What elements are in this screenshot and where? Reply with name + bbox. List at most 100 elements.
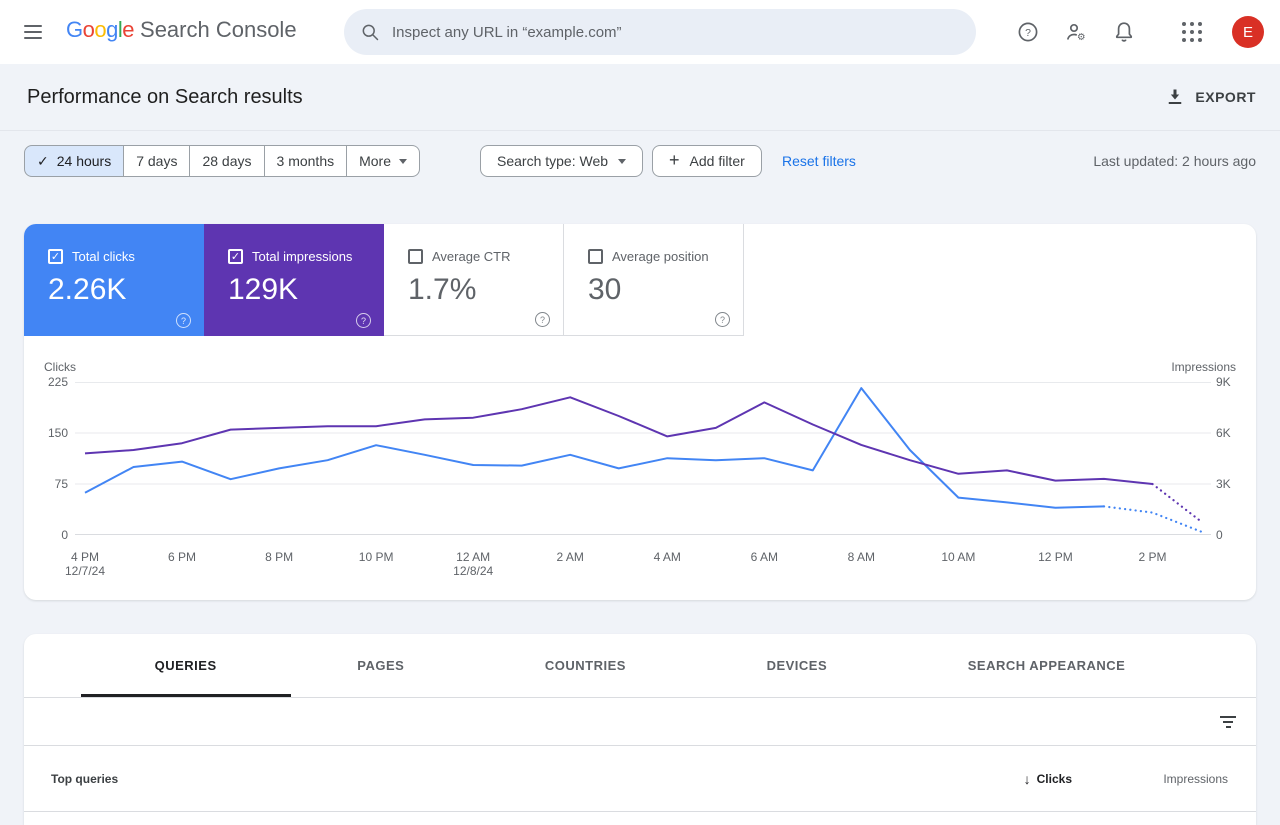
date-range-group: ✓ 24 hours 7 days 28 days 3 months More (24, 145, 421, 177)
logo-letter: l (117, 17, 123, 42)
date-range-more[interactable]: More (347, 145, 421, 177)
svg-text:?: ? (1025, 27, 1031, 39)
add-filter-label: Add filter (689, 153, 745, 169)
metric-tile-header: ✓ Total clicks (48, 249, 204, 264)
clicks-column-header[interactable]: ↓ Clicks (1024, 772, 1072, 786)
page-title: Performance on Search results (27, 86, 303, 108)
x-tick-label: 2 AM (556, 550, 584, 564)
right-axis-title: Impressions (1171, 360, 1236, 374)
date-range-label: More (359, 153, 392, 169)
metric-value: 30 (588, 273, 622, 306)
performance-chart (75, 382, 1211, 535)
user-settings-icon: ⚙ (1066, 23, 1086, 43)
help-icon[interactable]: ? (176, 313, 191, 328)
metric-tiles: ✓ Total clicks 2.26K? ✓ Total impressions 129… (24, 224, 744, 336)
apps-grid-icon (1182, 22, 1202, 42)
metric-tile-total-impressions[interactable]: ✓ Total impressions 129K? (204, 224, 384, 336)
right-axis-ticks: 9K 6K 3K 0 (1216, 375, 1256, 542)
chevron-down-icon (618, 158, 627, 164)
table-filter-row (24, 698, 1256, 746)
help-icon[interactable]: ? (715, 312, 730, 327)
x-tick-label: 8 AM (847, 550, 876, 564)
metric-label: Total clicks (72, 249, 135, 264)
x-tick-label: 8 PM (265, 550, 294, 564)
check-icon: ✓ (37, 152, 49, 169)
date-range-24-hours[interactable]: ✓ 24 hours (24, 145, 125, 177)
tab-devices[interactable]: DEVICES (766, 658, 828, 673)
metric-value: 129K (228, 273, 299, 306)
axis-tick-label: 225 (47, 375, 68, 389)
metric-value: 1.7% (408, 273, 477, 306)
x-tick-sublabel: 12/8/24 (453, 564, 494, 579)
bell-icon (1115, 22, 1133, 42)
tab-search-appearance[interactable]: SEARCH APPEARANCE (967, 658, 1126, 673)
axis-tick-label: 75 (54, 477, 68, 491)
date-range-28-days[interactable]: 28 days (190, 145, 265, 177)
plus-icon: + (669, 150, 680, 170)
x-tick-label: 12 AM 12/8/24 (433, 550, 513, 579)
table-header-row: Top queries ↓ Clicks Impressions (24, 746, 1256, 812)
tab-queries[interactable]: QUERIES (145, 634, 227, 697)
dimensions-card: QUERIES PAGES COUNTRIES DEVICES SEARCH APPEA… (24, 634, 1256, 825)
title-divider (0, 130, 1280, 131)
last-updated-text: Last updated: 2 hours ago (1093, 153, 1256, 169)
axis-tick-label: 9K (1216, 375, 1231, 389)
date-range-7-days[interactable]: 7 days (124, 145, 191, 177)
main-menu-icon[interactable] (24, 21, 48, 43)
x-tick-label: 2 PM (1138, 550, 1167, 564)
user-avatar[interactable]: E (1232, 16, 1264, 48)
help-icon[interactable]: ? (356, 313, 371, 328)
app-logo[interactable]: Google Search Console (66, 17, 297, 43)
checkbox-checked-icon[interactable]: ✓ (228, 249, 243, 264)
export-button[interactable]: EXPORT (1165, 83, 1256, 111)
sort-desc-icon: ↓ (1023, 770, 1031, 787)
chevron-down-icon (399, 158, 408, 164)
metric-label: Average CTR (432, 249, 511, 264)
left-axis-title: Clicks (44, 360, 76, 374)
x-tick-label: 10 PM (358, 550, 394, 564)
search-icon (362, 24, 379, 41)
add-filter-button[interactable]: + Add filter (652, 145, 762, 177)
table-filter-button[interactable] (1216, 710, 1240, 734)
user-settings-button[interactable]: ⚙ (1064, 20, 1088, 44)
metric-tile-total-clicks[interactable]: ✓ Total clicks 2.26K? (24, 224, 204, 336)
url-inspection-input[interactable] (392, 23, 960, 41)
metric-tile-average-position[interactable]: Average position 30? (564, 224, 744, 336)
clicks-header-label: Clicks (1036, 771, 1072, 786)
x-axis-ticks: 4 PM 12/7/24 6 PM 8 PM 10 PM 12 AM 12/8/24 2 AM… (65, 550, 1211, 582)
axis-tick-label: 3K (1216, 477, 1231, 491)
metric-tile-header: Average CTR (408, 249, 563, 264)
date-range-3-months[interactable]: 3 months (264, 145, 348, 177)
date-range-label: 24 hours (56, 153, 112, 169)
checkbox-unchecked-icon[interactable] (588, 249, 603, 264)
url-inspection-searchbar[interactable] (344, 9, 976, 55)
google-apps-button[interactable] (1180, 20, 1204, 44)
search-type-dropdown[interactable]: Search type: Web (480, 145, 644, 177)
reset-filters-link[interactable]: Reset filters (782, 145, 856, 177)
axis-tick-label: 6K (1216, 426, 1231, 440)
metric-tile-header: ✓ Total impressions (228, 249, 384, 264)
help-button[interactable]: ? (1016, 20, 1040, 44)
impressions-column-header[interactable]: Impressions (1163, 771, 1228, 786)
axis-tick-label: 0 (61, 528, 68, 542)
checkbox-checked-icon[interactable]: ✓ (48, 249, 63, 264)
notifications-button[interactable] (1112, 20, 1136, 44)
logo-letter: e (122, 17, 135, 42)
logo-letter: o (82, 17, 95, 42)
metric-value: 2.26K (48, 273, 127, 306)
x-tick-label: 6 AM (750, 550, 778, 564)
axis-tick-label: 0 (1216, 528, 1223, 542)
metric-tile-average-ctr[interactable]: Average CTR 1.7%? (384, 224, 564, 336)
download-icon (1169, 89, 1182, 104)
metric-tile-header: Average position (588, 249, 743, 264)
tab-pages[interactable]: PAGES (357, 658, 405, 673)
filter-bar: ✓ 24 hours 7 days 28 days 3 months More Searc… (24, 145, 1256, 177)
x-tick-label: 4 AM (653, 550, 681, 564)
help-icon[interactable]: ? (535, 312, 550, 327)
tab-countries[interactable]: COUNTRIES (544, 658, 626, 673)
date-range-label: 28 days (202, 153, 252, 169)
checkbox-unchecked-icon[interactable] (408, 249, 423, 264)
export-label: EXPORT (1195, 89, 1256, 105)
help-icon: ? (1018, 22, 1038, 42)
